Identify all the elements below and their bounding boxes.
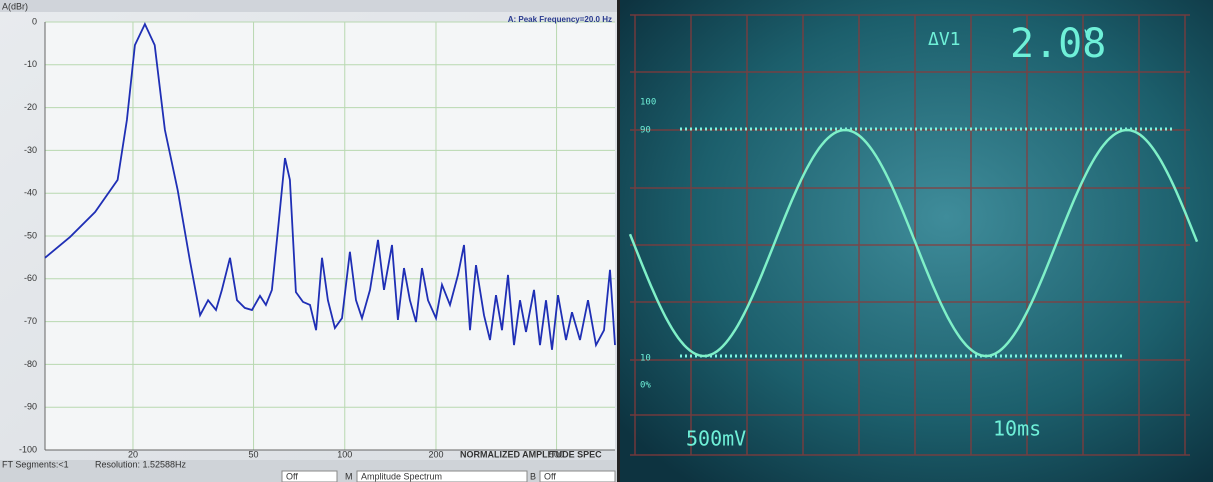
oscilloscope: 100 90 10 0% ΔV1 2.08 V 500mV 10ms	[620, 0, 1213, 482]
scope-mark: 100	[640, 98, 656, 108]
spectrum-line	[44, 21, 616, 350]
select[interactable]	[281, 470, 338, 482]
segments: FT Segments:<1	[2, 459, 69, 469]
y-tick-label: -20	[24, 102, 37, 112]
y-tick-label: -100	[19, 444, 37, 454]
caption: NORMALIZED AMPLITUDE SPEC	[460, 449, 602, 459]
volts-div: 500mV	[686, 427, 746, 451]
select-text[interactable]: Off	[286, 471, 298, 481]
y-tick-label: 0	[32, 16, 37, 26]
time-div: 10ms	[993, 417, 1041, 441]
y-axis-title: A(dBr)	[2, 1, 28, 11]
y-tick-label: -60	[24, 273, 37, 283]
y-tick-label: -30	[24, 145, 37, 155]
x-tick-label: 20	[128, 449, 138, 459]
tab-bar	[0, 0, 617, 12]
axes: 0 -10 -20 -30 -40 -50 -60 -70 -80 -90 -100 20 50 100 2…	[19, 16, 616, 459]
delta-label: ΔV1	[928, 29, 961, 50]
y-tick-label: -40	[24, 188, 37, 198]
scope-grid	[630, 14, 1190, 456]
select-text[interactable]: Amplitude Spectrum	[361, 471, 442, 481]
x-tick-label: 50	[249, 449, 259, 459]
y-tick-label: -50	[24, 230, 37, 240]
select[interactable]	[539, 470, 616, 482]
reading-unit: V	[1084, 28, 1093, 44]
x-tick-label: 100	[337, 449, 352, 459]
resolution: Resolution: 1.52588Hz	[95, 459, 187, 469]
scope-mark: 90	[640, 126, 651, 136]
reading: 2.08	[1010, 21, 1106, 67]
y-tick-label: -70	[24, 316, 37, 326]
y-tick-label: -10	[24, 59, 37, 69]
scope-mark: 0%	[640, 381, 651, 391]
scope-screen	[620, 0, 1213, 482]
waveform	[628, 128, 1199, 358]
b-label: B	[530, 471, 536, 481]
m-label: M	[345, 471, 353, 481]
x-tick-label: 200	[428, 449, 443, 459]
scope-mark: 10	[640, 354, 651, 364]
x-tick-label: 500	[549, 449, 564, 459]
select[interactable]	[356, 470, 528, 482]
y-tick-label: -80	[24, 359, 37, 369]
select-text[interactable]: Off	[544, 471, 556, 481]
annotation: A: Peak Frequency=20.0 Hz	[508, 15, 612, 24]
y-tick-label: -90	[24, 402, 37, 412]
